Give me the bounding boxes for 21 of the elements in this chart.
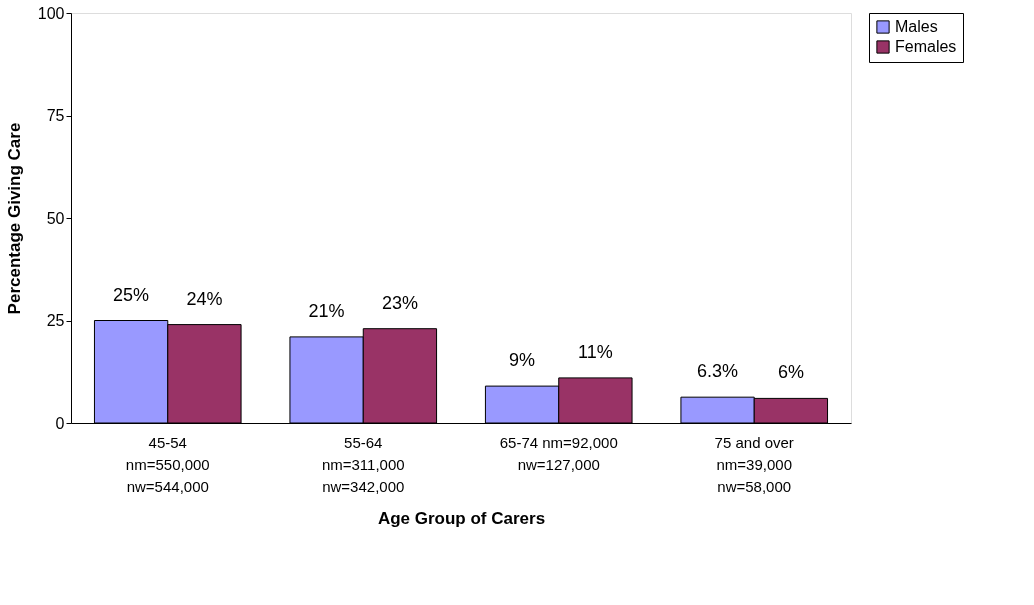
y-tick-label: 0 [55, 414, 65, 432]
data-label: 24% [186, 288, 223, 309]
data-label: 25% [113, 284, 150, 305]
y-tick-label: 100 [37, 4, 65, 22]
legend-label: Males [895, 18, 938, 35]
data-label: 11% [578, 341, 613, 362]
data-label: 23% [381, 292, 418, 313]
x-tick-label: 45-54 nm=550,000 nw=544,000 [125, 433, 210, 495]
y-tick-label: 50 [46, 209, 65, 227]
x-axis-title: Age Group of Carers [377, 508, 546, 528]
legend-label: Females [895, 38, 957, 55]
x-tick-label: 65-74 nm=92,000 nw=127,000 [499, 433, 618, 473]
data-label: 21% [308, 300, 345, 321]
x-tick-label: 55-64 nm=311,000 nw=342,000 [321, 433, 405, 495]
x-tick-label: 75 and over nm=39,000 nw=58,000 [714, 433, 794, 495]
data-label: 6% [777, 362, 804, 383]
data-label: 6.3% [697, 361, 739, 382]
y-tick-label: 75 [46, 107, 65, 124]
data-label: 9% [509, 350, 536, 371]
y-axis-title: Percentage Giving Care [4, 122, 24, 315]
y-tick-label: 25 [46, 312, 65, 329]
